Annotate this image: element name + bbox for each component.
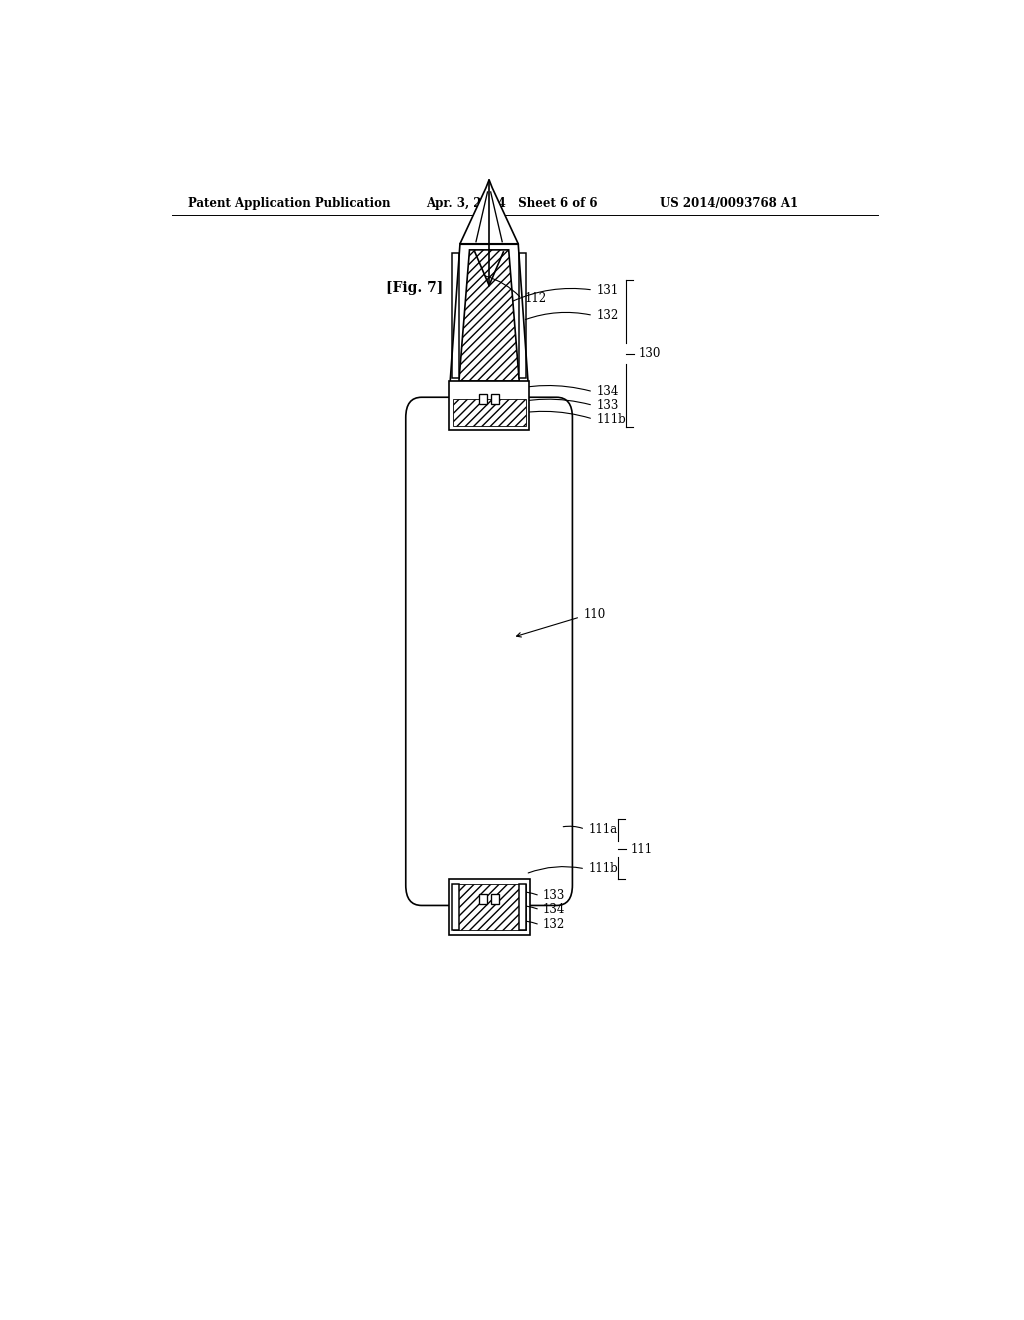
Text: 132: 132 bbox=[543, 919, 564, 932]
Bar bbox=[519, 253, 526, 378]
Text: 134: 134 bbox=[543, 903, 564, 916]
Bar bbox=[452, 253, 459, 378]
Polygon shape bbox=[459, 249, 519, 381]
Bar bbox=[453, 399, 525, 426]
Polygon shape bbox=[460, 180, 518, 244]
Bar bbox=[452, 884, 459, 929]
Text: 133: 133 bbox=[543, 890, 564, 903]
Text: 112: 112 bbox=[524, 292, 547, 305]
Text: 130: 130 bbox=[638, 347, 660, 360]
Text: Patent Application Publication: Patent Application Publication bbox=[187, 197, 390, 210]
Text: 111: 111 bbox=[631, 842, 652, 855]
Bar bbox=[492, 395, 499, 404]
Text: 134: 134 bbox=[596, 385, 618, 399]
Bar bbox=[450, 381, 528, 430]
Bar bbox=[519, 884, 526, 929]
Bar bbox=[479, 395, 487, 404]
Text: 110: 110 bbox=[584, 609, 606, 622]
Text: 111a: 111a bbox=[588, 822, 617, 836]
Text: 133: 133 bbox=[596, 399, 618, 412]
Bar bbox=[492, 894, 499, 904]
Text: Apr. 3, 2014   Sheet 6 of 6: Apr. 3, 2014 Sheet 6 of 6 bbox=[426, 197, 597, 210]
Text: 131: 131 bbox=[596, 284, 618, 297]
Bar bbox=[453, 884, 525, 929]
Bar bbox=[479, 894, 487, 904]
Text: US 2014/0093768 A1: US 2014/0093768 A1 bbox=[659, 197, 798, 210]
Text: [Fig. 7]: [Fig. 7] bbox=[386, 281, 443, 296]
FancyBboxPatch shape bbox=[406, 397, 572, 906]
Text: 111b: 111b bbox=[588, 862, 618, 875]
Text: 111b: 111b bbox=[596, 413, 626, 425]
Bar bbox=[449, 879, 529, 935]
Text: 132: 132 bbox=[596, 309, 618, 322]
